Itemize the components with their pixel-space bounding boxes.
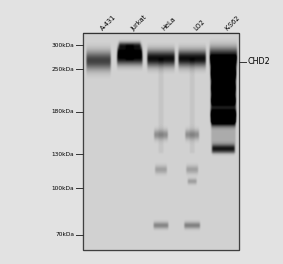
Text: K-S62: K-S62 xyxy=(224,14,241,32)
Text: 70kDa: 70kDa xyxy=(55,232,74,237)
Text: CHD2: CHD2 xyxy=(248,57,270,66)
Text: 180kDa: 180kDa xyxy=(52,109,74,114)
Text: 250kDa: 250kDa xyxy=(52,67,74,72)
Text: LO2: LO2 xyxy=(192,18,206,32)
Text: A-431: A-431 xyxy=(99,14,117,32)
Text: 100kDa: 100kDa xyxy=(52,186,74,191)
Bar xyxy=(83,33,239,250)
Text: Jurkat: Jurkat xyxy=(130,14,148,32)
Bar xyxy=(83,33,239,250)
Text: 300kDa: 300kDa xyxy=(52,43,74,48)
Text: 130kDa: 130kDa xyxy=(52,152,74,157)
Text: HeLa: HeLa xyxy=(161,16,177,32)
